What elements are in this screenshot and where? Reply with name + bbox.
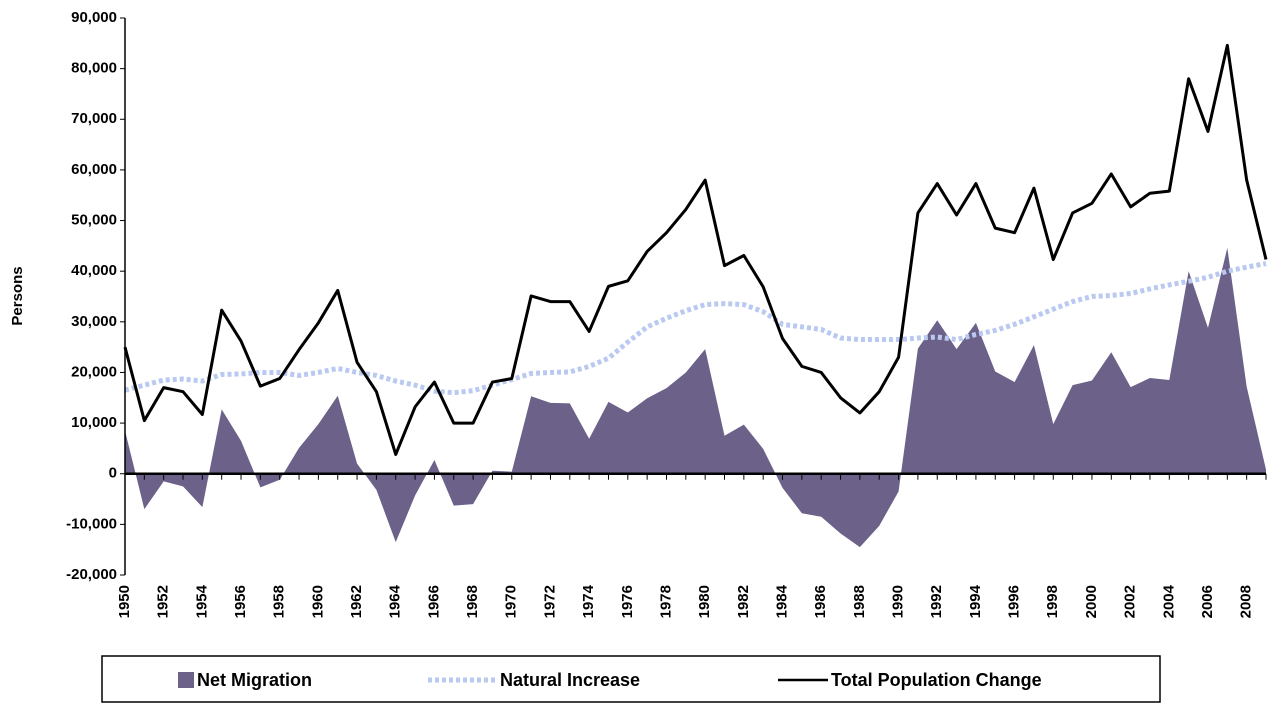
x-tick-label: 1964	[387, 584, 404, 618]
x-tick-label: 1972	[541, 585, 558, 618]
x-tick-label: 1990	[890, 585, 907, 618]
x-tick-label: 1980	[696, 585, 713, 618]
y-tick-label: 0	[109, 465, 117, 482]
y-axis-title: Persons	[9, 266, 26, 325]
net-migration-area	[125, 247, 1266, 548]
x-tick-label: 1992	[928, 585, 945, 618]
x-tick-label: 2000	[1083, 585, 1100, 618]
x-tick-label: 1952	[155, 585, 172, 618]
x-tick-label: 1982	[735, 585, 752, 618]
y-tick-label: 90,000	[71, 9, 117, 26]
x-tick-label: 1988	[851, 585, 868, 618]
y-tick-label: 30,000	[71, 313, 117, 330]
x-tick-label: 2002	[1122, 585, 1139, 618]
legend-label: Net Migration	[197, 670, 312, 690]
series-line	[123, 43, 1268, 456]
x-tick-label: 2006	[1199, 585, 1216, 618]
x-tick-label: 1968	[464, 585, 481, 618]
x-tick-label: 2004	[1160, 584, 1177, 618]
legend-label: Natural Increase	[500, 670, 640, 690]
x-tick-label: 1984	[773, 584, 790, 618]
x-tick-label: 1986	[812, 585, 829, 618]
x-tick-label: 1956	[232, 585, 249, 618]
y-tick-label: 40,000	[71, 262, 117, 279]
x-tick-label: 1970	[503, 585, 520, 618]
x-tick-label: 1966	[425, 585, 442, 618]
x-tick-label: 1978	[657, 585, 674, 618]
legend-label: Total Population Change	[831, 670, 1042, 690]
x-tick-label: 1976	[619, 585, 636, 618]
series-line	[124, 261, 1267, 396]
y-tick-label: 20,000	[71, 363, 117, 380]
y-tick-label: 60,000	[71, 161, 117, 178]
x-tick-label: 1974	[580, 584, 597, 618]
x-tick-label: 1960	[309, 585, 326, 618]
y-tick-label: 10,000	[71, 414, 117, 431]
x-tick-label: 2008	[1238, 585, 1255, 618]
x-tick-label: 1954	[193, 584, 210, 618]
y-tick-label: 70,000	[71, 110, 117, 127]
x-tick-label: 1950	[116, 585, 133, 618]
x-tick-label: 1994	[967, 584, 984, 618]
legend-box	[101, 655, 1161, 703]
y-tick-label: 50,000	[71, 212, 117, 229]
y-tick-label: -10,000	[66, 515, 117, 532]
legend-swatch	[178, 672, 194, 688]
x-tick-label: 1962	[348, 585, 365, 618]
x-tick-label: 1958	[271, 585, 288, 618]
x-tick-label: 1998	[1044, 585, 1061, 618]
y-tick-label: -20,000	[66, 566, 117, 583]
y-tick-label: 80,000	[71, 60, 117, 77]
x-tick-label: 1996	[1006, 585, 1023, 618]
